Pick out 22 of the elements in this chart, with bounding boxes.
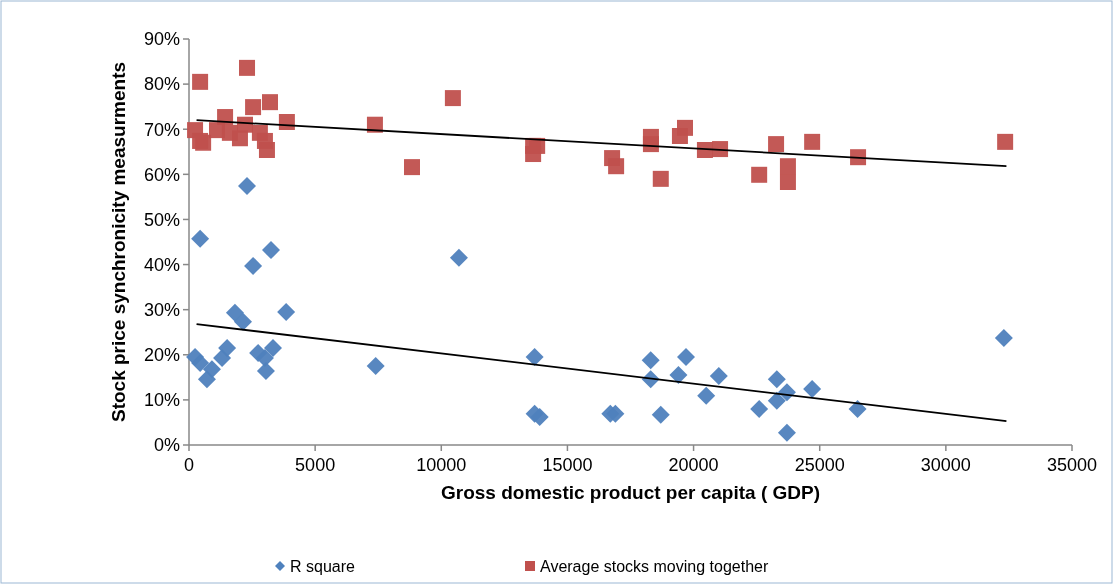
y-tick-label: 20% <box>143 345 180 366</box>
x-tick-label: 0 <box>183 455 195 475</box>
y-tick-label: 90% <box>143 29 180 50</box>
x-tick-label: 30000 <box>920 455 971 475</box>
y-tick-label: 10% <box>143 390 180 411</box>
y-tick-label: 80% <box>143 74 180 95</box>
x-axis-title: Gross domestic product per capita ( GDP) <box>440 482 821 503</box>
legend-label: Average stocks moving together <box>540 557 769 575</box>
x-tick-label: 25000 <box>794 455 845 475</box>
y-tick-label: 0% <box>153 435 180 456</box>
x-tick-label: 20000 <box>668 455 719 475</box>
y-tick-label: 30% <box>143 299 180 320</box>
y-axis-title: Stock price synchronicity measurments <box>108 61 129 423</box>
x-tick-label: 10000 <box>416 455 467 475</box>
y-tick-label: 60% <box>143 164 180 185</box>
y-tick-label: 50% <box>143 209 180 230</box>
x-tick-label: 5000 <box>295 455 336 475</box>
x-tick-label: 35000 <box>1046 455 1098 475</box>
x-tick-label: 15000 <box>542 455 593 475</box>
legend-label: R square <box>290 557 356 575</box>
y-tick-label: 40% <box>143 254 180 275</box>
y-tick-label: 70% <box>143 119 180 140</box>
